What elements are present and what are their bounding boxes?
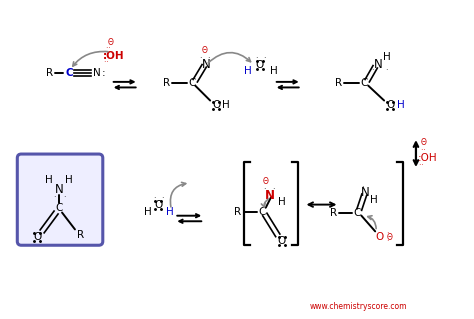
Text: O: O [375, 232, 383, 242]
Text: N: N [374, 58, 383, 71]
Text: H: H [144, 206, 151, 217]
Text: ··: ·· [104, 58, 111, 67]
Text: Θ: Θ [386, 233, 392, 242]
Text: ·: · [386, 237, 388, 246]
Text: ·: · [207, 54, 210, 63]
Text: O: O [155, 200, 163, 210]
Text: H: H [270, 66, 278, 76]
Text: O: O [212, 100, 220, 110]
Text: ·: · [263, 54, 265, 63]
Text: ·: · [371, 66, 374, 75]
Text: Θ: Θ [263, 177, 269, 186]
Text: H: H [397, 100, 405, 110]
Text: ··: ·· [106, 44, 113, 54]
Text: :OH: :OH [103, 51, 125, 61]
Text: H: H [244, 66, 252, 76]
Text: H: H [278, 197, 286, 207]
Text: ·: · [255, 54, 257, 63]
Text: :OH: :OH [418, 153, 438, 163]
Text: ·: · [361, 183, 364, 192]
Text: ·: · [63, 193, 65, 202]
Text: H: H [383, 52, 391, 62]
Text: N: N [202, 58, 210, 71]
Text: ·: · [385, 66, 387, 75]
Text: www.chemistryscore.com: www.chemistryscore.com [310, 302, 407, 311]
Text: R: R [235, 206, 242, 217]
Text: Θ: Θ [108, 38, 114, 47]
Text: H: H [45, 175, 53, 185]
Text: N: N [55, 183, 64, 196]
FancyBboxPatch shape [17, 154, 103, 245]
Text: ·: · [161, 194, 164, 203]
Text: O: O [278, 236, 286, 246]
Text: C: C [65, 68, 73, 78]
Text: Θ: Θ [201, 47, 207, 56]
Text: ·: · [199, 54, 201, 63]
Text: N: N [361, 186, 370, 199]
Text: R: R [46, 68, 53, 78]
Text: Θ: Θ [421, 138, 427, 147]
Text: ··: ·· [419, 161, 427, 170]
Text: ··: ·· [421, 145, 428, 155]
Text: R: R [330, 208, 337, 218]
Text: C: C [55, 203, 63, 212]
Text: O: O [33, 232, 41, 242]
Text: H: H [65, 175, 73, 185]
Text: R: R [77, 230, 84, 240]
Text: C: C [361, 78, 368, 88]
Text: ·: · [386, 229, 388, 238]
Text: :: : [102, 68, 106, 78]
Text: R: R [335, 78, 342, 88]
Text: N: N [265, 189, 275, 202]
Text: ·: · [263, 185, 265, 194]
Text: R: R [163, 78, 170, 88]
Text: ·: · [153, 194, 155, 203]
Text: H: H [165, 206, 173, 217]
Text: C: C [354, 208, 361, 218]
Text: ·: · [53, 193, 55, 202]
Text: ·: · [273, 185, 275, 194]
Text: H: H [222, 100, 230, 110]
Text: H: H [370, 195, 378, 205]
Text: C: C [189, 78, 196, 88]
Text: N: N [93, 68, 100, 78]
Text: O: O [256, 60, 264, 70]
Text: C: C [258, 206, 265, 217]
Text: O: O [386, 100, 394, 110]
